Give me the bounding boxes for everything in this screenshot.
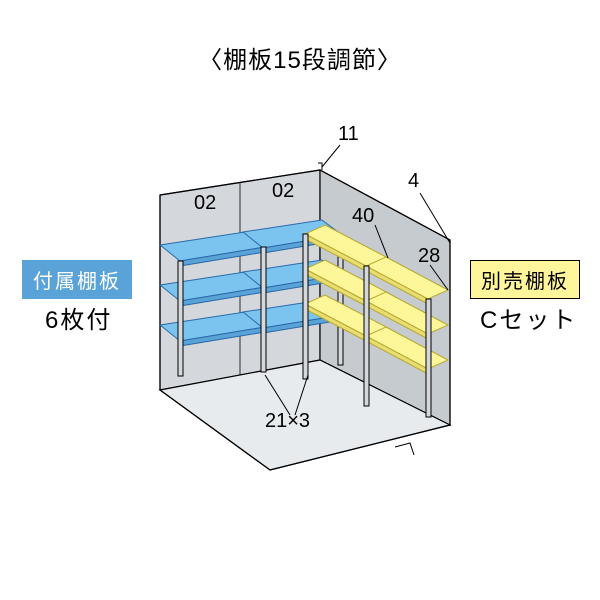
- label-11: 11: [338, 123, 359, 146]
- label-02a: 02: [194, 192, 216, 215]
- page-title: 〈棚板15段調節〉: [0, 40, 600, 75]
- diagram-stage: 付属棚板 6枚付 別売棚板 Cセット: [0, 75, 600, 595]
- isometric-diagram: [0, 75, 600, 595]
- label-4: 4: [408, 170, 419, 193]
- label-02b: 02: [272, 180, 294, 203]
- label-40: 40: [352, 205, 374, 228]
- label-21x3: 21×3: [265, 410, 310, 433]
- label-28: 28: [418, 245, 440, 268]
